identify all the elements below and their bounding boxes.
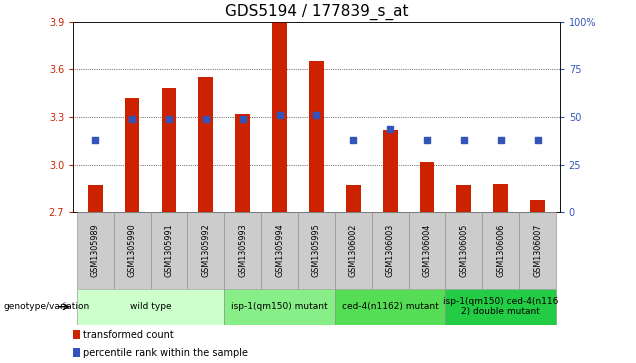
Bar [457,185,471,212]
Bar [445,212,482,289]
Bar [298,212,335,289]
Text: GSM1305994: GSM1305994 [275,224,284,277]
Point [532,137,543,143]
Point [422,137,432,143]
Text: GSM1306003: GSM1306003 [385,224,394,277]
Text: GSM1305991: GSM1305991 [165,224,174,277]
Text: GSM1305989: GSM1305989 [91,224,100,277]
Point [312,112,321,118]
Point [90,137,100,143]
Point [275,112,285,118]
Bar [235,114,250,212]
Text: GSM1305995: GSM1305995 [312,224,321,277]
Bar [482,212,519,289]
Text: GSM1305990: GSM1305990 [128,224,137,277]
Bar [420,162,434,212]
Bar [88,185,102,212]
Bar [309,61,324,212]
Point [238,116,248,122]
Bar [494,184,508,212]
Point [495,137,506,143]
Point [164,116,174,122]
Bar [261,212,298,289]
Bar [162,89,176,212]
Point [385,126,395,131]
Bar [408,212,445,289]
Bar [445,289,556,325]
Text: GSM1305993: GSM1305993 [238,224,247,277]
Bar [530,200,545,212]
Point [201,116,211,122]
Bar [519,212,556,289]
Bar [371,212,408,289]
Bar [73,348,80,357]
Point [348,137,358,143]
Text: isp-1(qm150) mutant: isp-1(qm150) mutant [232,302,328,311]
Bar [77,289,225,325]
Text: percentile rank within the sample: percentile rank within the sample [83,348,248,358]
Bar [125,98,139,212]
Bar [272,22,287,212]
Text: transformed count: transformed count [83,330,174,340]
Text: wild type: wild type [130,302,171,311]
Text: GSM1306004: GSM1306004 [422,224,431,277]
Point [127,116,137,122]
Bar [73,330,80,339]
Text: genotype/variation: genotype/variation [3,302,90,311]
Text: GSM1306005: GSM1306005 [459,224,468,277]
Title: GDS5194 / 177839_s_at: GDS5194 / 177839_s_at [225,4,408,20]
Text: GSM1305992: GSM1305992 [202,224,211,277]
Text: GSM1306007: GSM1306007 [533,224,542,277]
Bar [225,289,335,325]
Bar [114,212,151,289]
Text: ced-4(n1162) mutant: ced-4(n1162) mutant [342,302,438,311]
Text: GSM1306002: GSM1306002 [349,224,358,277]
Bar [77,212,114,289]
Point [459,137,469,143]
Bar [198,77,213,212]
Bar [346,185,361,212]
Bar [383,130,398,212]
Bar [151,212,188,289]
Bar [335,289,445,325]
Text: isp-1(qm150) ced-4(n116
2) double mutant: isp-1(qm150) ced-4(n116 2) double mutant [443,297,558,317]
Bar [225,212,261,289]
Bar [188,212,225,289]
Bar [335,212,371,289]
Text: GSM1306006: GSM1306006 [496,224,505,277]
